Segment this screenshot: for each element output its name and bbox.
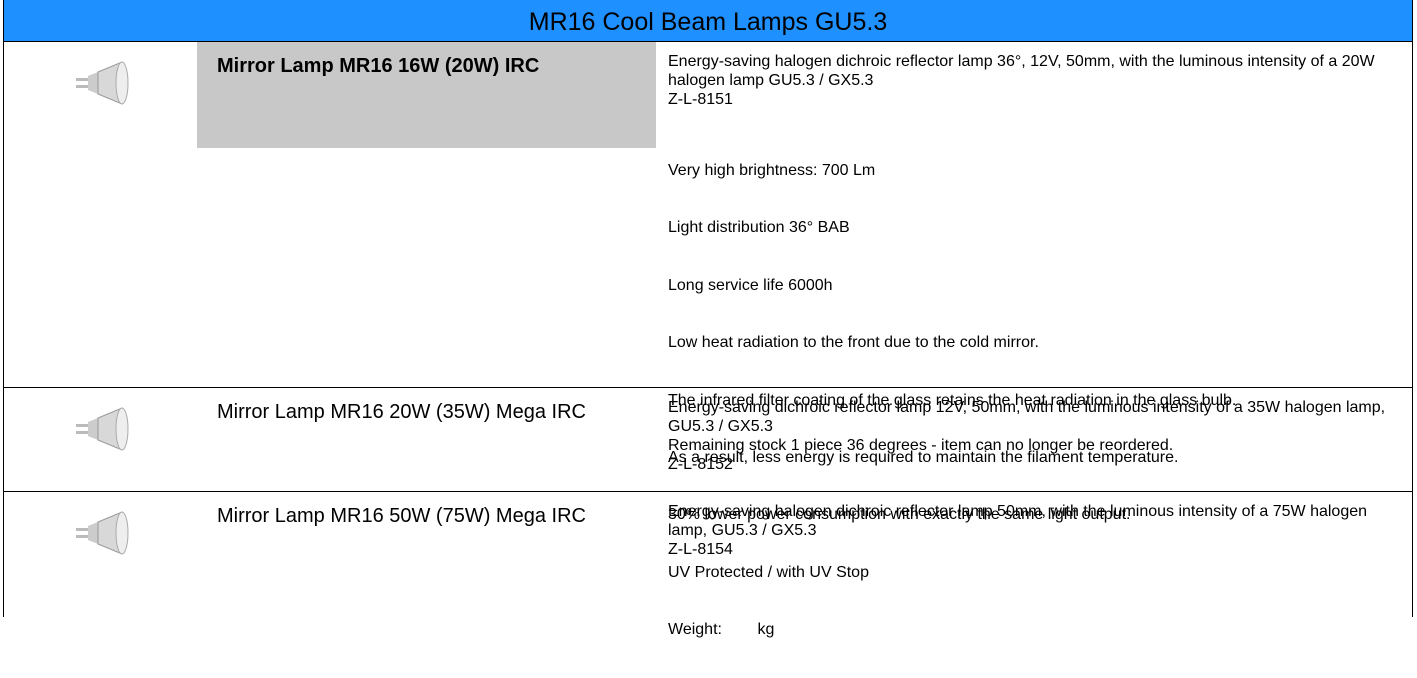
text: Low heat radiation to the front due to t… xyxy=(668,333,1403,352)
text: Long service life 6000h xyxy=(668,276,1403,295)
product-row[interactable]: Mirror Lamp MR16 50W (75W) Mega IRC Ener… xyxy=(4,492,1412,622)
text: Light distribution 36° BAB xyxy=(668,218,1403,237)
text: Z-L-8152 xyxy=(668,455,1403,474)
product-row[interactable]: Mirror Lamp MR16 20W (35W) Mega IRC Ener… xyxy=(4,388,1412,492)
product-name[interactable]: Mirror Lamp MR16 16W (20W) IRC xyxy=(197,42,656,148)
text: Remaining stock 1 piece 36 degrees - ite… xyxy=(668,436,1403,455)
product-name[interactable]: Mirror Lamp MR16 20W (35W) Mega IRC xyxy=(197,388,656,437)
lamp-icon xyxy=(74,406,130,452)
text: Very high brightness: 700 Lm xyxy=(668,161,1403,180)
product-description: Energy-saving dichroic reflector lamp 12… xyxy=(668,398,1403,474)
header-title: MR16 Cool Beam Lamps GU5.3 xyxy=(4,0,1412,42)
page: MR16 Cool Beam Lamps GU5.3 Mirror Lamp M… xyxy=(3,0,1413,617)
text: Energy-saving halogen dichroic reflector… xyxy=(668,502,1403,540)
product-row[interactable]: Mirror Lamp MR16 16W (20W) IRC Energy-sa… xyxy=(4,42,1412,388)
product-name[interactable]: Mirror Lamp MR16 50W (75W) Mega IRC xyxy=(197,492,656,541)
product-description: Energy-saving halogen dichroic reflector… xyxy=(668,502,1403,559)
text: Weight: kg xyxy=(668,620,1403,639)
lamp-icon xyxy=(74,60,130,106)
text: Z-L-8154 xyxy=(668,540,1403,559)
lamp-icon xyxy=(74,510,130,556)
text: Energy-saving dichroic reflector lamp 12… xyxy=(668,398,1403,436)
text: Z-L-8151 xyxy=(668,90,1403,109)
text: Energy-saving halogen dichroic reflector… xyxy=(668,52,1403,90)
